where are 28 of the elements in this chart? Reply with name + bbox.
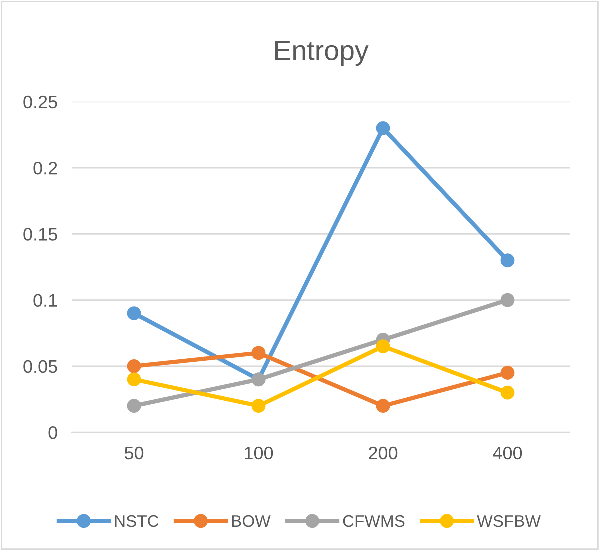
point <box>500 386 515 400</box>
point <box>127 399 142 414</box>
point <box>376 340 390 354</box>
point <box>376 399 390 414</box>
x-tick-label: 400 <box>493 446 522 460</box>
point <box>252 346 266 360</box>
point <box>500 293 515 308</box>
legend-label: BOW <box>232 515 271 528</box>
point <box>127 372 142 387</box>
point <box>376 121 390 136</box>
point <box>500 366 515 380</box>
y-tick-label: 0.25 <box>24 96 58 109</box>
legend-label: WSFBW <box>477 515 541 528</box>
y-tick-label: 0 <box>48 426 58 440</box>
x-tick-label: 100 <box>245 446 274 460</box>
point <box>127 359 142 374</box>
point <box>500 254 515 268</box>
y-tick-label: 0.15 <box>24 228 58 241</box>
chart-title: Entropy <box>275 41 369 66</box>
point <box>127 306 142 320</box>
x-tick-label: 200 <box>369 446 398 460</box>
y-tick-label: 0.05 <box>24 360 58 374</box>
point <box>252 399 266 414</box>
legend-label: CFWMS <box>343 515 405 528</box>
x-tick-label: 50 <box>124 446 144 460</box>
y-tick-label: 0.2 <box>34 162 58 175</box>
y-tick-label: 0.1 <box>34 294 58 308</box>
legend-label: NSTC <box>115 515 159 528</box>
